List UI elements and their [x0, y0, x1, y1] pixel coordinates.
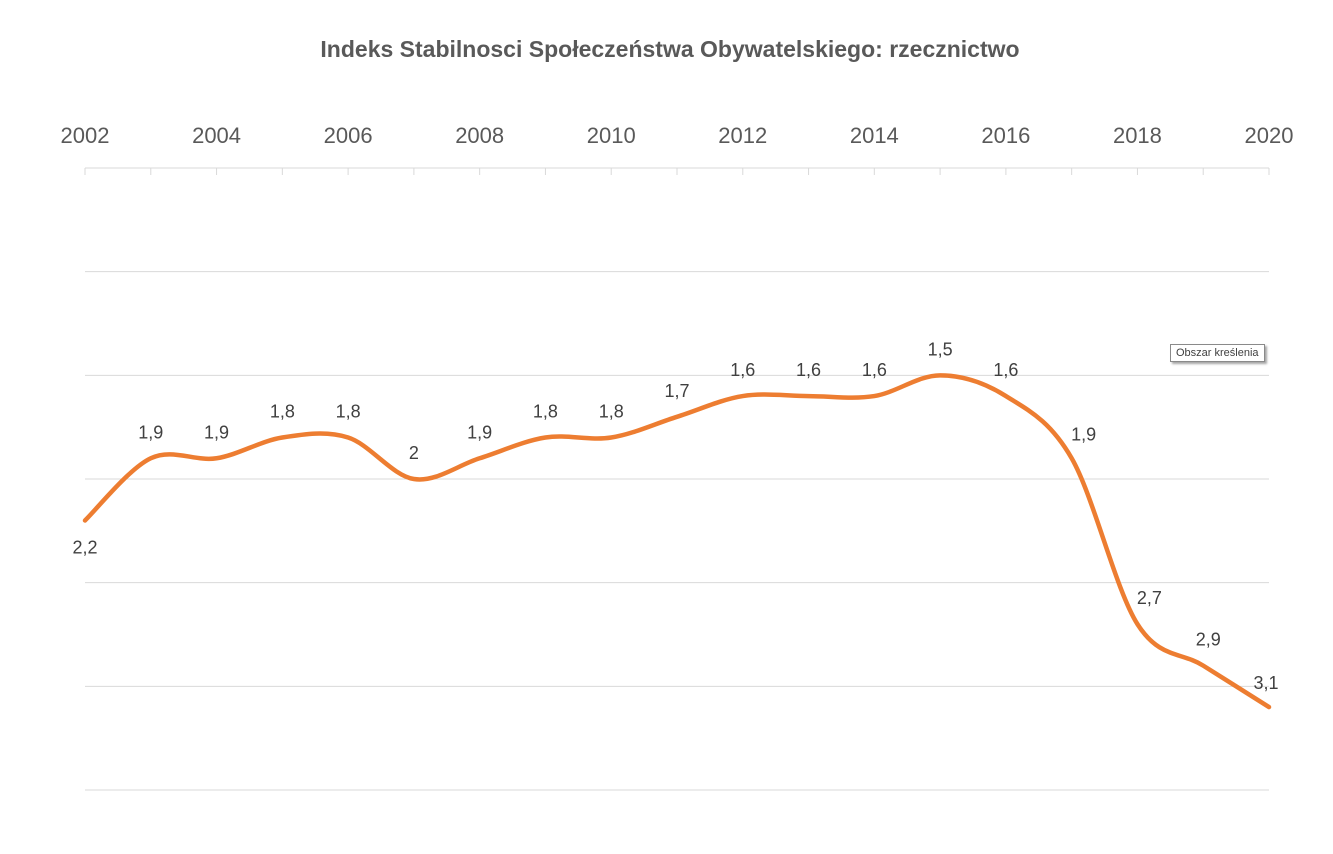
- data-label-2020: 3,1: [1253, 673, 1278, 693]
- data-label-2019: 2,9: [1196, 630, 1221, 650]
- data-label-2017: 1,9: [1071, 424, 1096, 444]
- data-label-2009: 1,8: [533, 402, 558, 422]
- data-label-2004: 1,9: [204, 422, 229, 442]
- x-axis: 2002 2004 2006 2008 2010 2012 2014 2016 2018 2020: [61, 123, 1294, 175]
- x-tick-label-2018: 2018: [1113, 123, 1162, 148]
- x-tick-label-2014: 2014: [850, 123, 899, 148]
- data-label-2013: 1,6: [796, 360, 821, 380]
- plot-area-tooltip: Obszar kreślenia: [1170, 344, 1265, 362]
- data-label-2008: 1,9: [467, 422, 492, 442]
- data-label-2018: 2,7: [1137, 588, 1162, 608]
- x-tick-label-2020: 2020: [1245, 123, 1294, 148]
- x-tick-label-2008: 2008: [455, 123, 504, 148]
- data-label-2002: 2,2: [72, 537, 97, 557]
- data-label-2014: 1,6: [862, 360, 887, 380]
- data-label-2006: 1,8: [336, 402, 361, 422]
- chart-title: Indeks Stabilnosci Społeczeństwa Obywate…: [320, 36, 1019, 62]
- data-labels: 2,2 1,9 1,9 1,8 1,8 2 1,9 1,8 1,8 1,7 1,6 1,6 1,6 1,5…: [72, 339, 1278, 693]
- x-tick-label-2006: 2006: [324, 123, 373, 148]
- data-label-2015: 1,5: [928, 339, 953, 359]
- x-tick-label-2004: 2004: [192, 123, 241, 148]
- series-layer: [82, 373, 1272, 710]
- data-label-2010: 1,8: [599, 402, 624, 422]
- data-label-2016: 1,6: [993, 360, 1018, 380]
- x-tick-label-2010: 2010: [587, 123, 636, 148]
- data-label-2007: 2: [409, 443, 419, 463]
- x-tick-label-2016: 2016: [981, 123, 1030, 148]
- data-label-2012: 1,6: [730, 360, 755, 380]
- x-tick-label-2012: 2012: [718, 123, 767, 148]
- data-label-2003: 1,9: [138, 422, 163, 442]
- data-label-2011: 1,7: [664, 381, 689, 401]
- x-tick-label-2002: 2002: [61, 123, 110, 148]
- data-label-2005: 1,8: [270, 402, 295, 422]
- series-line-rzecznictwo: [82, 373, 1272, 710]
- gridlines: [85, 167, 1269, 791]
